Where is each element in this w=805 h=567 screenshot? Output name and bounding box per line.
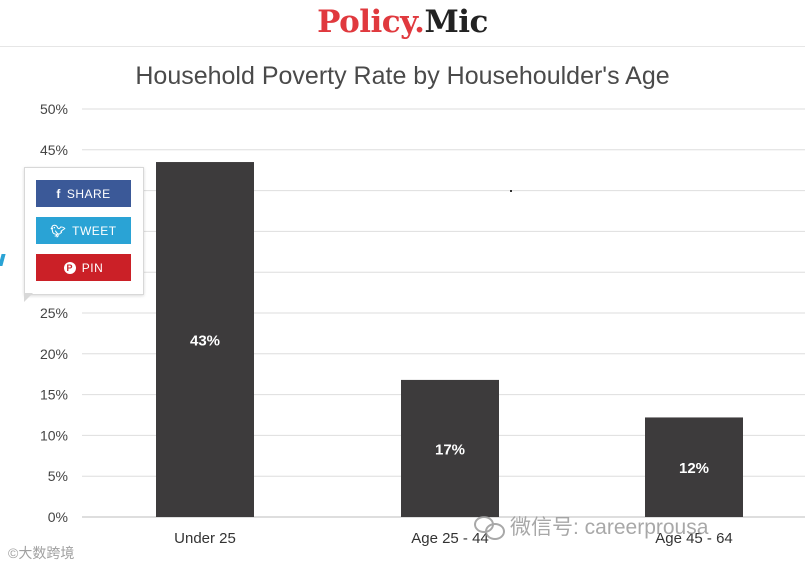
share-widget-tail <box>24 293 33 302</box>
bar <box>645 417 743 517</box>
pin-label: PIN <box>81 260 104 275</box>
pinterest-pin-button[interactable]: P PIN <box>36 254 131 281</box>
share-widget: f SHARE 🐦︎ TWEET P PIN <box>24 167 144 295</box>
site-header: Policy.Mic <box>0 0 805 47</box>
x-tick-label: Age 25 - 44 <box>411 530 489 547</box>
bar <box>401 379 499 517</box>
stray-dot <box>510 190 512 192</box>
wechat-watermark-text: 微信号: careerprousa <box>510 516 709 539</box>
twitter-bird-icon: 🐦︎ <box>50 223 67 238</box>
bar-data-label: 12% <box>679 460 709 477</box>
y-tick-label: 45% <box>40 142 68 158</box>
share-label: SHARE <box>66 186 111 201</box>
facebook-icon: f <box>56 186 61 201</box>
bar-data-label: 43% <box>190 333 220 350</box>
pinterest-icon: P <box>63 261 76 274</box>
wechat-watermark: 微信号: careerprousa <box>474 511 708 541</box>
bar <box>156 162 254 518</box>
chart-title: Household Poverty Rate by Househoulder's… <box>135 62 670 90</box>
y-tick-label: 15% <box>40 387 68 403</box>
y-tick-label: 10% <box>40 427 68 443</box>
y-tick-label: 5% <box>48 468 68 484</box>
wechat-icon <box>474 514 505 540</box>
tweet-label: TWEET <box>72 223 117 238</box>
y-tick-label: 25% <box>40 305 68 321</box>
twitter-tweet-button[interactable]: 🐦︎ TWEET <box>36 217 131 244</box>
corner-watermark: ©大数跨境 <box>8 545 75 561</box>
y-tick-label: 50% <box>40 101 68 117</box>
x-tick-label: Age 45 - 64 <box>655 530 733 547</box>
bar-data-label: 17% <box>435 441 465 458</box>
facebook-share-button[interactable]: f SHARE <box>36 180 131 207</box>
y-tick-label: 0% <box>48 509 68 525</box>
x-tick-label: Under 25 <box>174 530 236 547</box>
site-logo[interactable]: Policy.Mic <box>317 4 488 40</box>
y-tick-label: 20% <box>40 346 68 362</box>
